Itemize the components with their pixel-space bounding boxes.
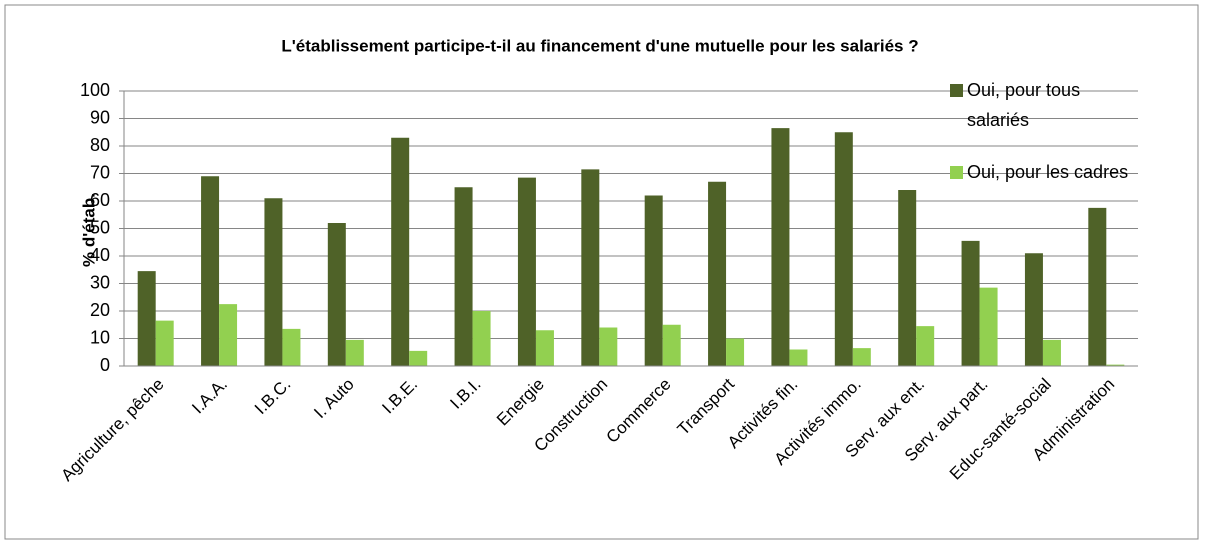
bar bbox=[264, 198, 283, 366]
bar bbox=[1024, 253, 1043, 366]
y-tick-label: 10 bbox=[90, 327, 110, 347]
bar bbox=[644, 195, 663, 366]
chart-title: L'établissement participe-t-il au financ… bbox=[281, 36, 918, 55]
y-tick-label: 30 bbox=[90, 272, 110, 292]
y-tick-label: 70 bbox=[90, 162, 110, 182]
bar bbox=[472, 311, 491, 366]
bar bbox=[789, 349, 808, 366]
bar bbox=[327, 223, 346, 366]
bar bbox=[662, 324, 681, 366]
y-tick-label: 20 bbox=[90, 300, 110, 320]
bar bbox=[409, 350, 428, 366]
bar bbox=[979, 287, 998, 366]
bar bbox=[454, 187, 473, 366]
bar bbox=[345, 339, 364, 366]
y-tick-label: 80 bbox=[90, 135, 110, 155]
legend-label: Oui, pour tous salariés bbox=[967, 80, 1081, 130]
bar bbox=[391, 137, 410, 366]
legend-item: Oui, pour tous salariés bbox=[950, 75, 1125, 135]
bar bbox=[599, 327, 618, 366]
bar bbox=[535, 330, 554, 366]
bar bbox=[961, 240, 980, 366]
bar bbox=[155, 320, 174, 366]
bar bbox=[916, 326, 935, 366]
legend-item: Oui, pour les cadres bbox=[950, 157, 1195, 187]
bar bbox=[1042, 339, 1061, 366]
bar bbox=[898, 190, 917, 366]
y-tick-label: 60 bbox=[90, 190, 110, 210]
bar bbox=[282, 328, 301, 366]
bar bbox=[834, 132, 853, 366]
bar bbox=[852, 348, 871, 366]
y-tick-label: 100 bbox=[80, 80, 110, 100]
legend-label: Oui, pour les cadres bbox=[967, 162, 1129, 182]
bar bbox=[219, 304, 238, 366]
bar bbox=[137, 271, 156, 366]
bar bbox=[517, 177, 536, 366]
legend-swatch bbox=[950, 166, 963, 179]
bar bbox=[1088, 207, 1107, 366]
y-tick-label: 0 bbox=[100, 355, 110, 375]
y-tick-label: 50 bbox=[90, 217, 110, 237]
bar bbox=[708, 181, 727, 366]
bar bbox=[726, 338, 745, 366]
bar bbox=[581, 169, 600, 366]
y-axis-label: % d'étab. bbox=[79, 193, 98, 267]
y-tick-label: 90 bbox=[90, 107, 110, 127]
bar bbox=[201, 176, 220, 366]
legend-swatch bbox=[950, 84, 963, 97]
bar bbox=[771, 128, 790, 366]
bar bbox=[1106, 364, 1125, 366]
y-tick-label: 40 bbox=[90, 245, 110, 265]
